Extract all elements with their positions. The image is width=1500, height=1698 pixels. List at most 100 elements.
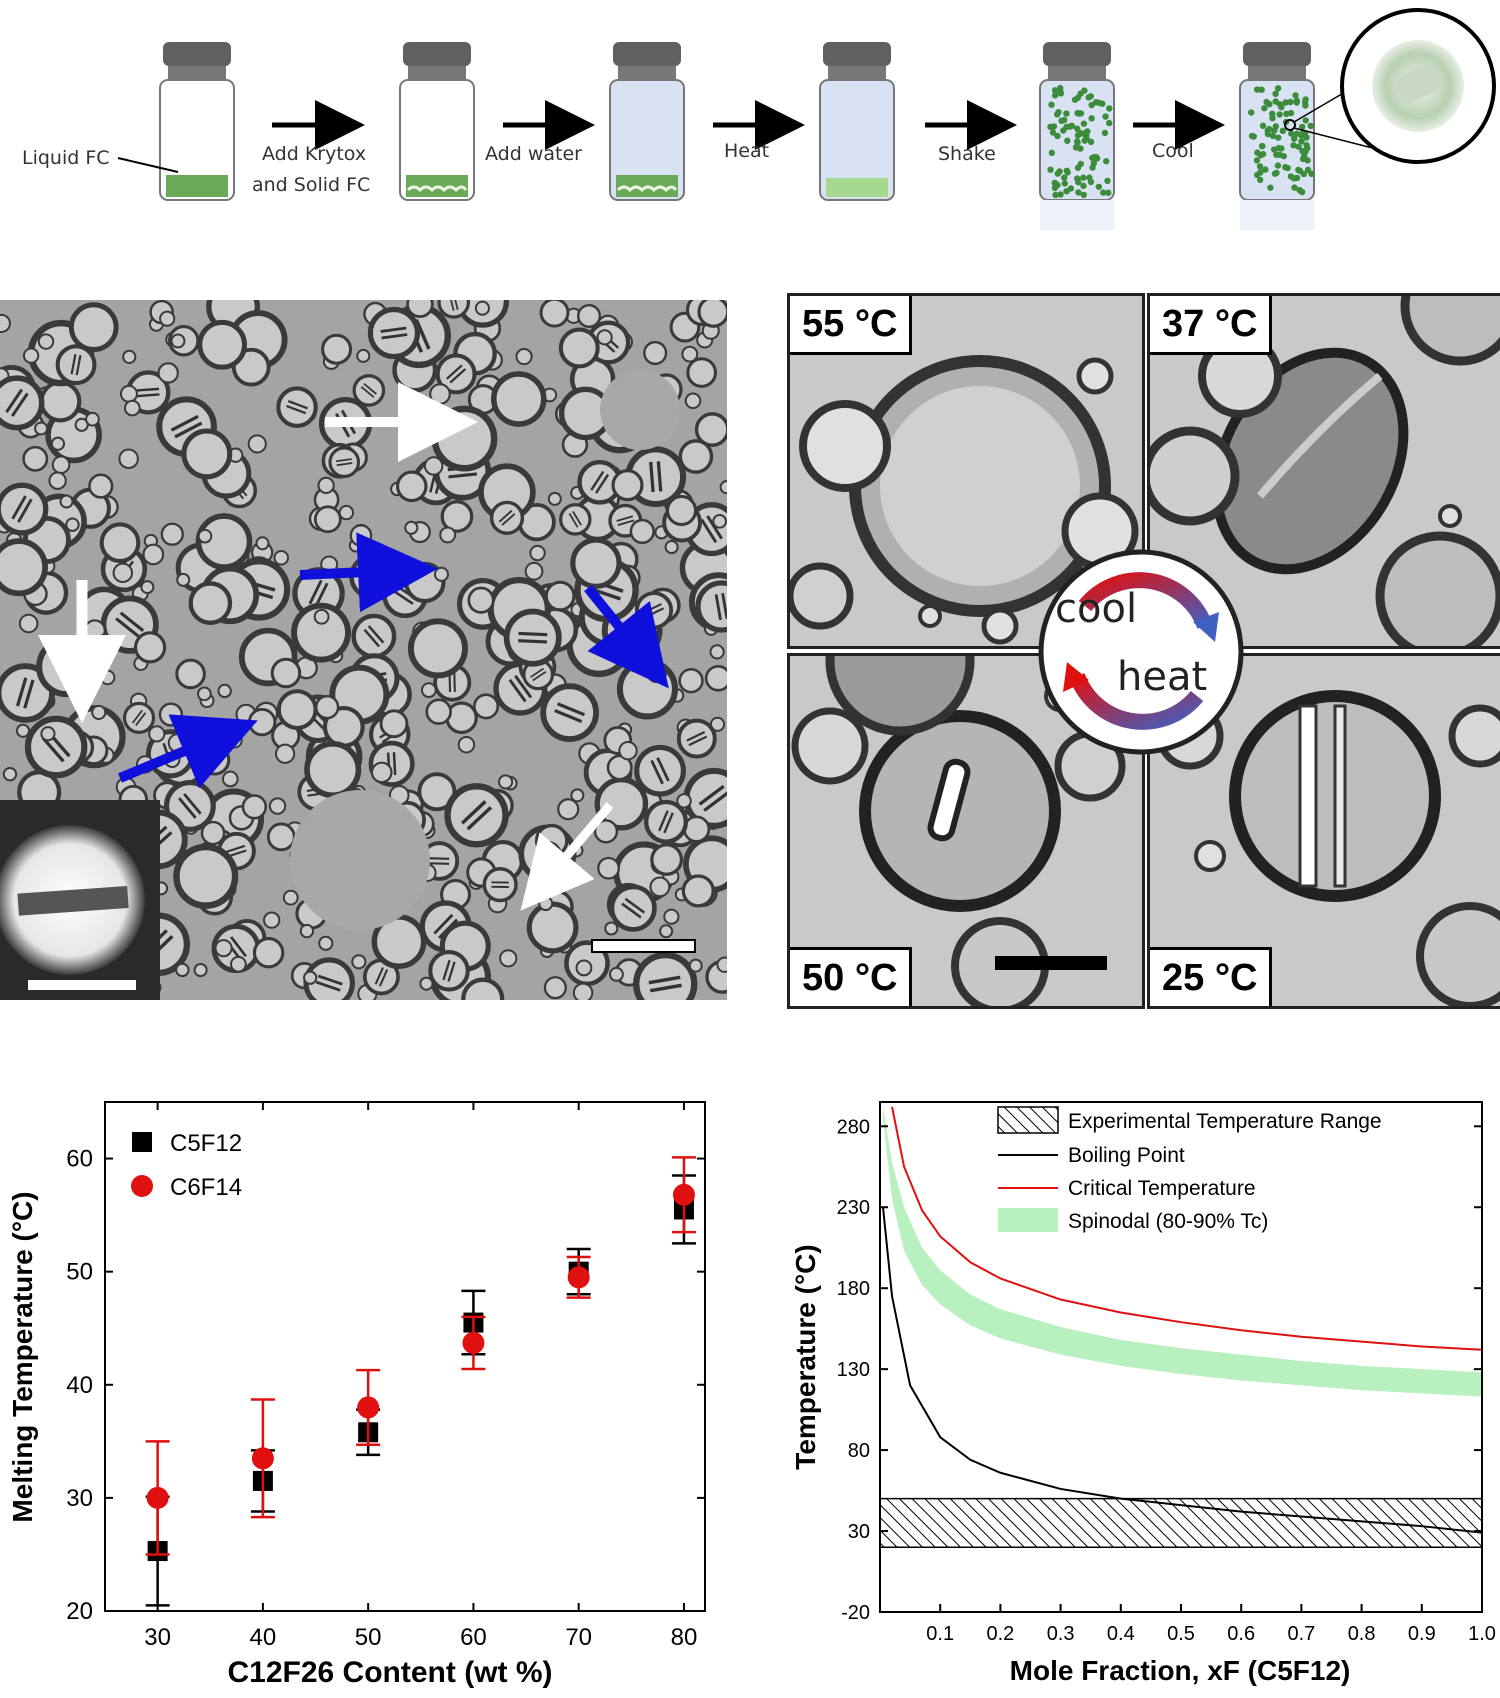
crystal-stripes: [308, 579, 329, 608]
droplet: [352, 374, 386, 407]
emulsion-droplet-dot: [1054, 132, 1061, 140]
emulsion-droplet-dot: [1095, 183, 1103, 190]
y-tick-label: 60: [66, 1146, 93, 1173]
emulsion-micrograph: [0, 300, 727, 1000]
temperature-panels: 55 °C 37 °C 50 °C: [787, 293, 1500, 1009]
emulsion-droplet-dot: [1061, 174, 1068, 181]
droplet: [529, 544, 546, 562]
droplet: [65, 517, 80, 532]
y-tick-label: 20: [66, 1598, 93, 1625]
droplet: [85, 411, 100, 427]
droplet: [559, 503, 592, 536]
droplet: [539, 300, 570, 328]
y-tick-label: 230: [837, 1197, 870, 1219]
emulsion-droplet-dot: [1282, 99, 1289, 106]
droplet: [273, 549, 290, 566]
emulsion-droplet-dot: [1262, 166, 1269, 173]
emulsion-droplet-dot: [1104, 177, 1111, 185]
emulsion-droplet-dot: [1077, 160, 1085, 168]
droplet: [175, 658, 206, 690]
fluorescence-inset: [0, 800, 160, 1000]
emulsion-droplet-dot: [1063, 167, 1070, 174]
droplet: [396, 470, 428, 503]
temp-label-55: 55 °C: [790, 296, 913, 355]
emulsion-droplet-dot: [1055, 108, 1062, 116]
chart1-xlabel: C12F26 Content (wt %): [227, 1656, 552, 1689]
droplet: [473, 693, 500, 720]
emulsion-droplet-dot: [1080, 182, 1087, 190]
droplet: [367, 306, 421, 360]
y-tick-label: 30: [66, 1485, 93, 1512]
droplet: [270, 657, 302, 689]
droplet: [681, 345, 699, 363]
legend-critical-label: Critical Temperature: [1068, 1177, 1256, 1200]
emulsion-droplet-dot: [1072, 144, 1080, 151]
droplet: [157, 362, 179, 384]
droplet: [0, 482, 49, 536]
emulsion-droplet-dot: [1302, 96, 1309, 103]
crystal-stripes: [616, 515, 635, 527]
crystal-stripes: [650, 757, 670, 785]
droplet: [122, 701, 156, 734]
droplet: [558, 327, 600, 369]
droplet: [193, 962, 208, 978]
droplet: [122, 349, 137, 364]
emulsion-droplet-dot: [1075, 179, 1082, 186]
droplet: [48, 471, 67, 490]
melting-temperature-chart: 30 40 50 60 70 80 20 30 40 50 60 Melting Temperatu…: [0, 1080, 720, 1693]
data-point-circle: [672, 1183, 695, 1206]
droplet: [609, 884, 657, 932]
droplet: [276, 689, 318, 730]
y-tick-label: 50: [66, 1259, 93, 1286]
droplet: [417, 772, 457, 812]
droplet: [214, 939, 233, 958]
emulsion-droplet-dot: [1071, 96, 1079, 103]
droplet: [633, 951, 698, 1000]
legend-spinodal-swatch: [998, 1208, 1058, 1232]
emulsion-droplet-dot: [1077, 90, 1084, 97]
droplet: [411, 426, 426, 441]
process-schematic: Liquid FC Add Krytox and Solid FC Add wa…: [0, 0, 1500, 250]
droplet: [634, 744, 686, 797]
x-tick-label: 30: [144, 1624, 171, 1651]
droplet: [543, 976, 567, 1000]
y-tick-label: 40: [66, 1372, 93, 1399]
droplet: [596, 329, 613, 346]
emulsion-droplet-dot: [1050, 123, 1058, 130]
droplet: [200, 820, 226, 846]
droplet: [188, 581, 233, 625]
data-point-circle: [357, 1396, 380, 1419]
droplet: [664, 539, 679, 555]
droplet: [159, 310, 176, 327]
droplet: [538, 896, 554, 912]
emulsion-droplet-dot: [1291, 184, 1298, 191]
emulsion-droplet-dot: [1248, 109, 1255, 116]
droplet: [544, 580, 576, 612]
crystal-stripes: [448, 673, 456, 693]
liquid-pointer: [117, 157, 179, 173]
droplet: [663, 908, 680, 925]
droplet: [59, 494, 74, 509]
emulsion-droplet-dot: [1085, 94, 1092, 101]
droplet: [457, 735, 476, 754]
step-heat: Heat: [724, 140, 770, 162]
emulsion-droplet-dot: [1256, 163, 1264, 170]
crystal-stripes: [442, 959, 456, 982]
emulsion-droplet-dot: [1256, 176, 1264, 184]
droplet: [241, 794, 267, 820]
droplet: [694, 412, 727, 447]
emulsion-droplet-dot: [1063, 123, 1070, 131]
droplet: [276, 386, 318, 428]
crystal-stripes: [315, 974, 343, 992]
emulsion-droplet-dot: [1298, 138, 1305, 145]
droplet: [704, 665, 727, 692]
emulsion-droplet-dot: [1253, 157, 1261, 164]
droplet: [170, 333, 186, 349]
emulsion-droplet-dot: [1263, 98, 1270, 106]
droplet: [197, 686, 212, 702]
emulsion-droplet-dot: [1080, 191, 1087, 199]
droplet: [123, 399, 141, 417]
emulsion-droplet-dot: [1272, 90, 1279, 98]
droplet: [37, 333, 55, 350]
droplet: [593, 819, 619, 844]
